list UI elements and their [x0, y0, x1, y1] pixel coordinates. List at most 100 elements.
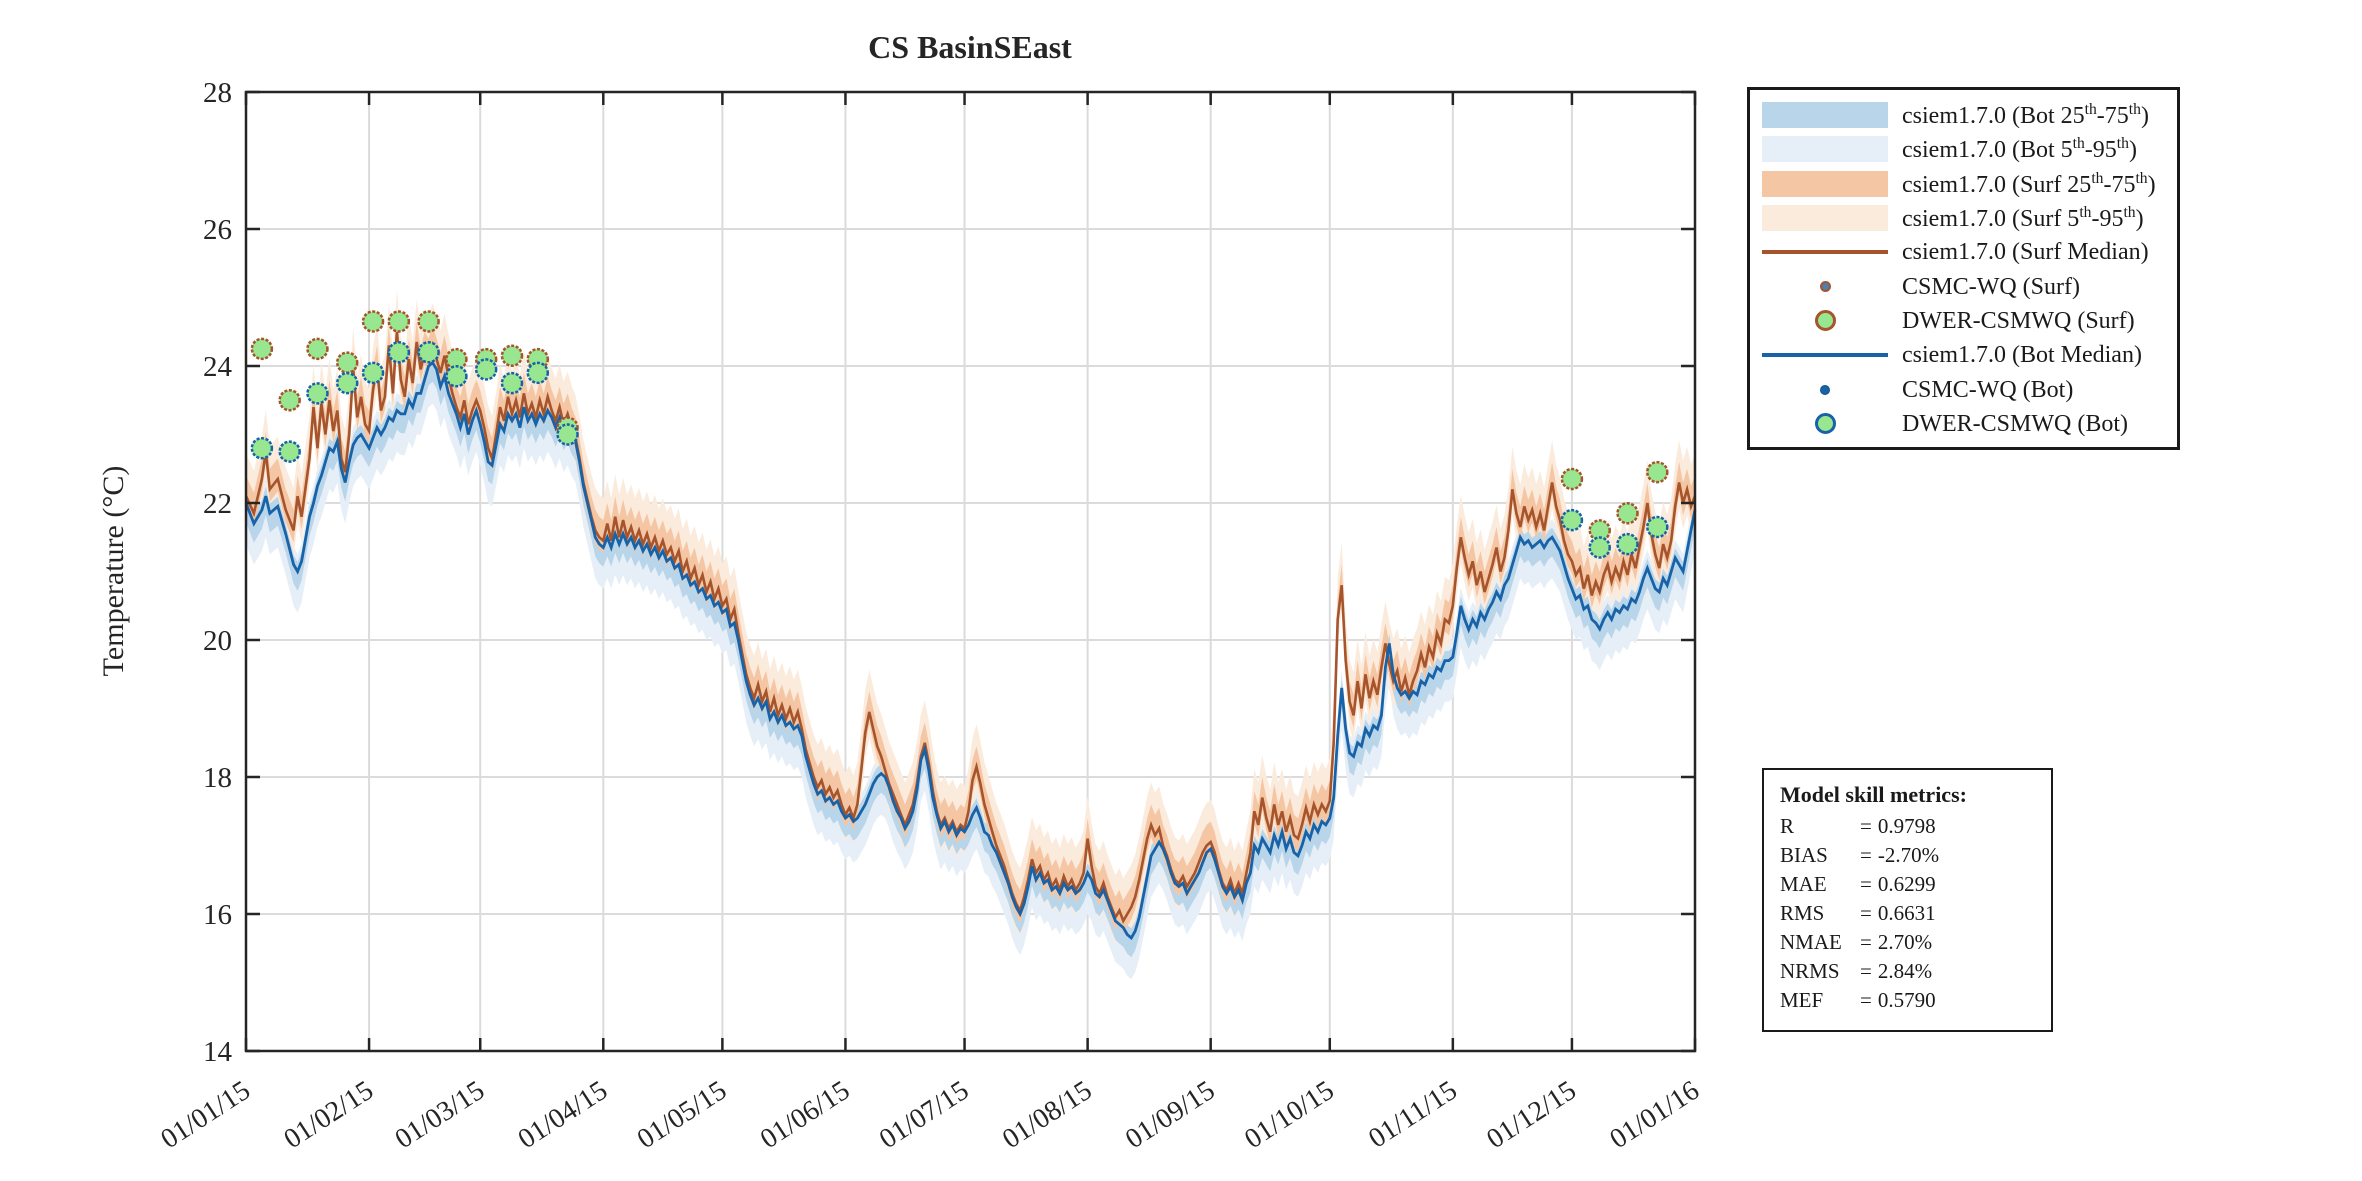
surf-median-line [244, 331, 1697, 924]
bot-median-line [244, 360, 1697, 941]
metric-name: RMS [1780, 901, 1825, 925]
csmc-wq-marker-icon [1820, 384, 1830, 395]
dwer-csmwq-marker-icon [1814, 310, 1836, 332]
legend-item-label: csiem1.7.0 (Bot 5th-95th) [1902, 135, 2137, 164]
legend-item-7: csiem1.7.0 (Bot Median) [1762, 338, 2171, 372]
metric-value: 2.70% [1877, 930, 1933, 954]
dwer-csmwq-bot-marker [474, 358, 498, 381]
dwer-csmwq-bot-marker [278, 440, 301, 463]
dwer-csmwq-bot-marker [387, 341, 411, 364]
x-tick-label: 01/09/15 [1120, 1075, 1220, 1155]
x-tick-label: 01/03/15 [390, 1075, 490, 1155]
x-tick-label: 01/12/15 [1481, 1075, 1581, 1155]
dwer-csmwq-bot-marker [1646, 515, 1669, 539]
median-line-layer [244, 331, 1697, 941]
legend-item-label: DWER-CSMWQ (Bot) [1902, 410, 2128, 437]
dwer-csmwq-surf-marker [278, 389, 301, 412]
metric-row-mae: MAE = 0.6299 [1780, 870, 2041, 899]
dwer-csmwq-surf-marker [1646, 460, 1669, 484]
legend-item-label: CSMC-WQ (Bot) [1902, 376, 2074, 403]
metric-row-rms: RMS = 0.6631 [1780, 899, 2041, 928]
surf-5-95-band [246, 289, 1695, 947]
x-tick-label: 01/08/15 [997, 1075, 1097, 1155]
x-tick-label: 01/01/15 [155, 1075, 255, 1155]
metric-row-nrms: NRMS = 2.84% [1780, 957, 2041, 986]
metric-equals: = [1860, 930, 1872, 954]
legend-line-swatch [1762, 353, 1888, 358]
legend-item-label: csiem1.7.0 (Surf 25th-75th) [1902, 169, 2156, 198]
metric-equals: = [1860, 843, 1872, 867]
legend-item-label: csiem1.7.0 (Surf 5th-95th) [1902, 203, 2144, 232]
x-tick-label: 01/11/15 [1363, 1075, 1463, 1155]
metric-value: 0.9798 [1877, 814, 1936, 838]
dwer-csmwq-bot-marker [556, 423, 579, 446]
x-tick-label: 01/05/15 [632, 1075, 732, 1155]
dwer-csmwq-bot-marker [417, 341, 440, 364]
metric-equals: = [1860, 872, 1872, 896]
model-skill-metrics-box: Model skill metrics: R = 0.9798 BIAS = -2.70%… [1762, 768, 2053, 1032]
bot-5-95-band [246, 344, 1695, 980]
metric-name: MAE [1780, 872, 1827, 896]
legend-item-6: DWER-CSMWQ (Surf) [1762, 304, 2171, 338]
dwer-csmwq-bot-marker [526, 361, 550, 385]
metric-name: BIAS [1780, 843, 1828, 867]
legend-band-swatch [1762, 136, 1888, 163]
x-tick-label: 01/07/15 [874, 1075, 974, 1155]
legend-box: csiem1.7.0 (Bot 25th-75th) csiem1.7.0 (Bo… [1747, 87, 2180, 450]
dwer-csmwq-bot-marker [335, 371, 359, 395]
metric-value: 0.5790 [1877, 988, 1936, 1012]
metric-equals: = [1860, 901, 1872, 925]
plot-border [244, 90, 1697, 1053]
x-tick-label: 01/06/15 [755, 1075, 855, 1155]
metric-value: 2.84% [1877, 959, 1933, 983]
legend-item-2: csiem1.7.0 (Surf 25th-75th) [1762, 167, 2171, 201]
metric-row-mef: MEF = 0.5790 [1780, 986, 2041, 1015]
y-tick-label: 24 [203, 351, 233, 383]
dwer-csmwq-marker-icon [1814, 413, 1836, 435]
metric-equals: = [1860, 988, 1872, 1012]
legend-item-label: csiem1.7.0 (Surf Median) [1902, 239, 2149, 266]
dwer-csmwq-bot-marker [1560, 508, 1584, 532]
dwer-csmwq-surf-marker [1560, 467, 1584, 491]
chart-title: CS BasinSEast [868, 29, 1072, 65]
x-tick-label: 01/01/16 [1604, 1075, 1704, 1155]
legend-band-swatch [1762, 170, 1888, 197]
dwer-csmwq-surf-marker [500, 344, 524, 367]
dwer-csmwq-surf-marker [250, 337, 274, 361]
dwer-csmwq-bot-marker [445, 365, 468, 388]
dwer-csmwq-surf-marker [335, 351, 359, 374]
legend-item-1: csiem1.7.0 (Bot 5th-95th) [1762, 132, 2171, 166]
metric-name: MEF [1780, 988, 1824, 1012]
dwer-csmwq-surf-marker [387, 310, 411, 333]
dwer-csmwq-bot-marker [1588, 536, 1611, 559]
legend-item-0: csiem1.7.0 (Bot 25th-75th) [1762, 98, 2171, 132]
metric-name: NRMS [1780, 959, 1840, 983]
legend-item-4: csiem1.7.0 (Surf Median) [1762, 235, 2171, 269]
metric-value: 0.6299 [1877, 872, 1936, 896]
x-tick-label: 01/02/15 [278, 1075, 378, 1155]
percentile-band-layer [246, 289, 1695, 980]
dwer-csmwq-surf-marker [1616, 502, 1639, 525]
legend-item-5: CSMC-WQ (Surf) [1762, 270, 2171, 304]
legend-item-label: csiem1.7.0 (Bot 25th-75th) [1902, 101, 2149, 129]
legend-item-label: CSMC-WQ (Surf) [1902, 273, 2080, 300]
metric-name: R [1780, 814, 1795, 838]
x-tick-label: 01/10/15 [1239, 1075, 1339, 1155]
y-axis-label: Temperature (°C) [97, 466, 130, 677]
dwer-csmwq-bot-marker [361, 361, 385, 385]
dwer-csmwq-surf-marker [417, 310, 440, 333]
metric-equals: = [1860, 814, 1872, 838]
x-tick-label: 01/04/15 [513, 1075, 613, 1155]
y-tick-label: 16 [203, 899, 232, 931]
observation-marker-layer [250, 310, 1669, 559]
metric-name: NMAE [1780, 930, 1842, 954]
dwer-csmwq-bot-marker [306, 382, 329, 405]
metric-row-bias: BIAS = -2.70% [1780, 841, 2041, 870]
y-tick-label: 26 [203, 214, 232, 246]
metrics-heading: Model skill metrics: [1780, 782, 1967, 807]
legend-band-swatch [1762, 102, 1888, 128]
y-tick-label: 20 [203, 625, 232, 657]
dwer-csmwq-bot-marker [1616, 532, 1639, 556]
